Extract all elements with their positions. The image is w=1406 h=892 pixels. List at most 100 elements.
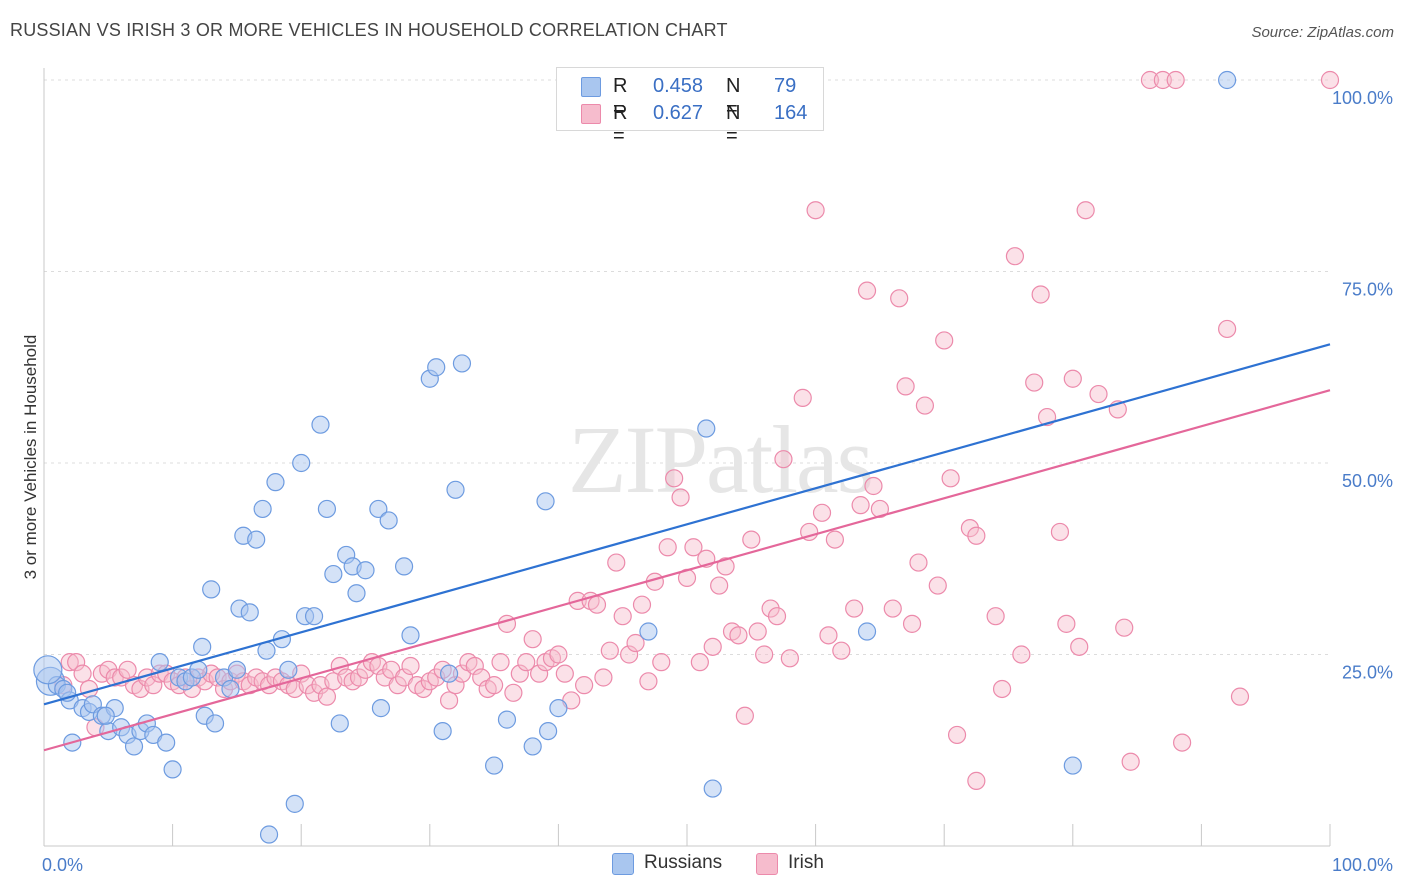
y-axis-title: 3 or more Vehicles in Household: [21, 335, 40, 580]
russian-point: [857, 622, 877, 641]
trend-line-russians: [43, 343, 1331, 706]
russian-point: [536, 492, 555, 511]
irish-point: [530, 664, 549, 683]
russian-point: [371, 699, 391, 718]
legend-swatch-russians: [612, 853, 634, 875]
irish-point: [665, 469, 684, 488]
irish-point: [710, 576, 729, 595]
irish-n-value: 164: [774, 102, 808, 124]
irish-point: [575, 676, 594, 695]
grid-lines: [44, 79, 1330, 655]
irish-point: [883, 599, 902, 618]
irish-point: [1173, 733, 1192, 752]
irish-point: [684, 538, 703, 557]
russian-point: [279, 660, 298, 679]
russian-point: [401, 626, 420, 645]
irish-point: [671, 488, 690, 507]
irish-point: [652, 653, 671, 672]
irish-point: [73, 664, 92, 683]
russian-point: [311, 415, 330, 434]
russian-point: [539, 721, 558, 741]
irish-point: [504, 683, 523, 702]
y-tick-label: 100.0%: [1332, 88, 1393, 108]
irish-point: [845, 599, 864, 618]
russian-point: [266, 473, 285, 492]
russians-n-label: N =: [726, 75, 741, 120]
irish-point: [1140, 70, 1160, 90]
legend-label-irish: Irish: [788, 852, 824, 873]
russian-point: [33, 655, 63, 685]
stats-box: R = 0.458 N = 79 R = 0.627 N = 164: [556, 67, 824, 147]
irish-point: [1115, 618, 1134, 637]
irish-point: [1320, 70, 1340, 90]
irish-point: [1230, 687, 1250, 706]
axes: [43, 68, 1331, 847]
irish-point: [690, 653, 709, 672]
russian-point: [330, 714, 349, 733]
irish-point: [523, 630, 542, 649]
russian-point: [157, 733, 176, 752]
irish-point: [992, 679, 1012, 699]
russian-point: [253, 499, 272, 519]
irish-point: [774, 450, 793, 469]
irish-point: [1063, 369, 1082, 388]
russian-point: [163, 760, 182, 779]
russian-point: [394, 557, 414, 576]
irish-point: [626, 633, 645, 653]
russian-point: [427, 358, 446, 377]
irish-point: [510, 664, 529, 683]
chart-title: RUSSIAN VS IRISH 3 OR MORE VEHICLES IN H…: [10, 20, 728, 40]
irish-swatch: [581, 104, 601, 124]
russians-r-value: 0.458: [653, 75, 704, 97]
irish-n-label: N =: [726, 102, 741, 147]
irish-point: [780, 649, 799, 668]
irish-point: [896, 377, 915, 396]
russian-point: [240, 603, 259, 622]
russian-point: [485, 756, 504, 775]
irish-point: [986, 607, 1005, 626]
russian-point: [639, 622, 658, 641]
irish-point: [517, 653, 536, 672]
russian-point: [150, 653, 169, 672]
irish-point: [607, 553, 626, 572]
irish-point: [594, 668, 613, 687]
irish-point: [729, 626, 748, 645]
irish-point: [857, 281, 877, 300]
irish-point: [902, 614, 922, 633]
irish-point: [549, 645, 568, 664]
russian-point: [549, 699, 568, 718]
irish-r-label: R =: [613, 102, 628, 147]
irish-point: [620, 645, 639, 664]
irish-point: [825, 530, 844, 549]
y-tick-label: 25.0%: [1342, 663, 1393, 683]
irish-point: [600, 641, 619, 660]
irish-point: [1089, 384, 1108, 404]
russian-point: [304, 607, 324, 626]
irish-point: [485, 676, 504, 695]
russian-point: [452, 354, 472, 373]
irish-points: [54, 70, 1340, 790]
irish-point: [1166, 70, 1185, 90]
watermark: ZIPatlas: [568, 406, 872, 513]
irish-point: [928, 576, 947, 595]
irish-point: [819, 626, 838, 645]
irish-point: [1025, 373, 1044, 392]
irish-point: [1070, 637, 1089, 656]
irish-point: [465, 656, 484, 676]
russian-point: [523, 737, 542, 756]
russian-point: [697, 419, 716, 438]
source-credit: Source: ZipAtlas.com: [1251, 24, 1394, 41]
russian-point: [259, 825, 279, 844]
russian-point: [446, 480, 465, 499]
irish-point: [613, 607, 632, 626]
irish-point: [144, 676, 163, 695]
irish-point: [1218, 319, 1237, 339]
irish-point: [941, 469, 960, 488]
russian-point: [221, 679, 240, 699]
irish-point: [632, 595, 652, 614]
irish-point: [812, 503, 832, 522]
russian-point: [96, 706, 115, 725]
irish-point: [401, 656, 420, 676]
irish-point: [967, 526, 986, 545]
